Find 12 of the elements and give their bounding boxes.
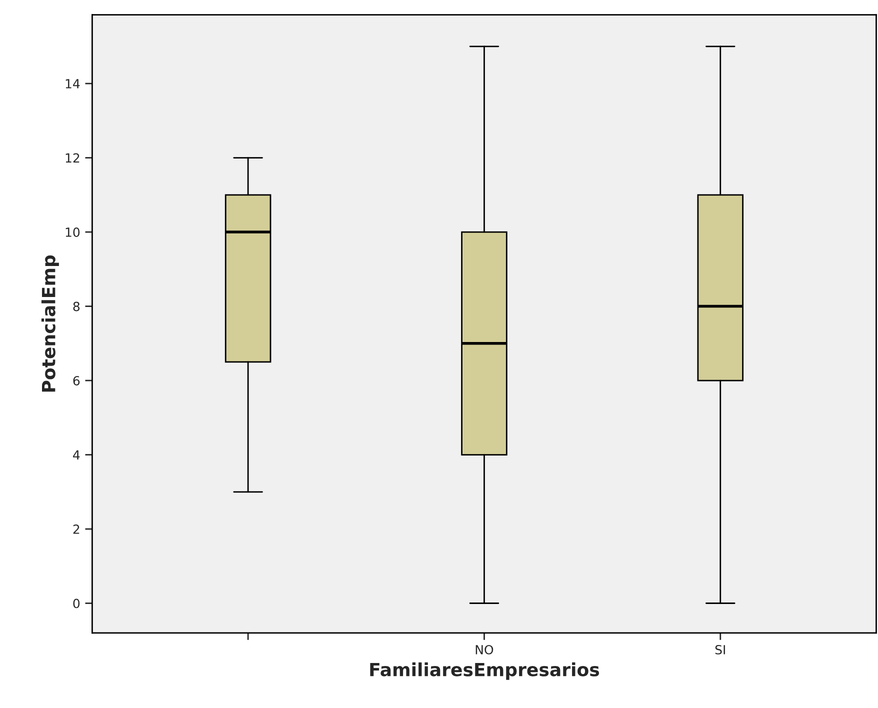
y-axis-title: PotencialEmp xyxy=(41,255,59,392)
x-tick-label: NO xyxy=(476,644,494,654)
y-tick-label: 12 xyxy=(66,153,80,163)
y-tick-label: 10 xyxy=(66,228,80,237)
y-tick-label: 4 xyxy=(73,450,80,460)
x-axis-title: FamiliaresEmpresarios xyxy=(370,662,600,680)
y-tick-label: 2 xyxy=(73,524,80,534)
x-tick-label: SI xyxy=(715,644,725,654)
y-tick-label: 14 xyxy=(66,79,80,88)
y-tick-label: 8 xyxy=(73,302,80,312)
y-tick-label: 0 xyxy=(73,598,80,608)
y-tick-label: 6 xyxy=(73,376,80,386)
